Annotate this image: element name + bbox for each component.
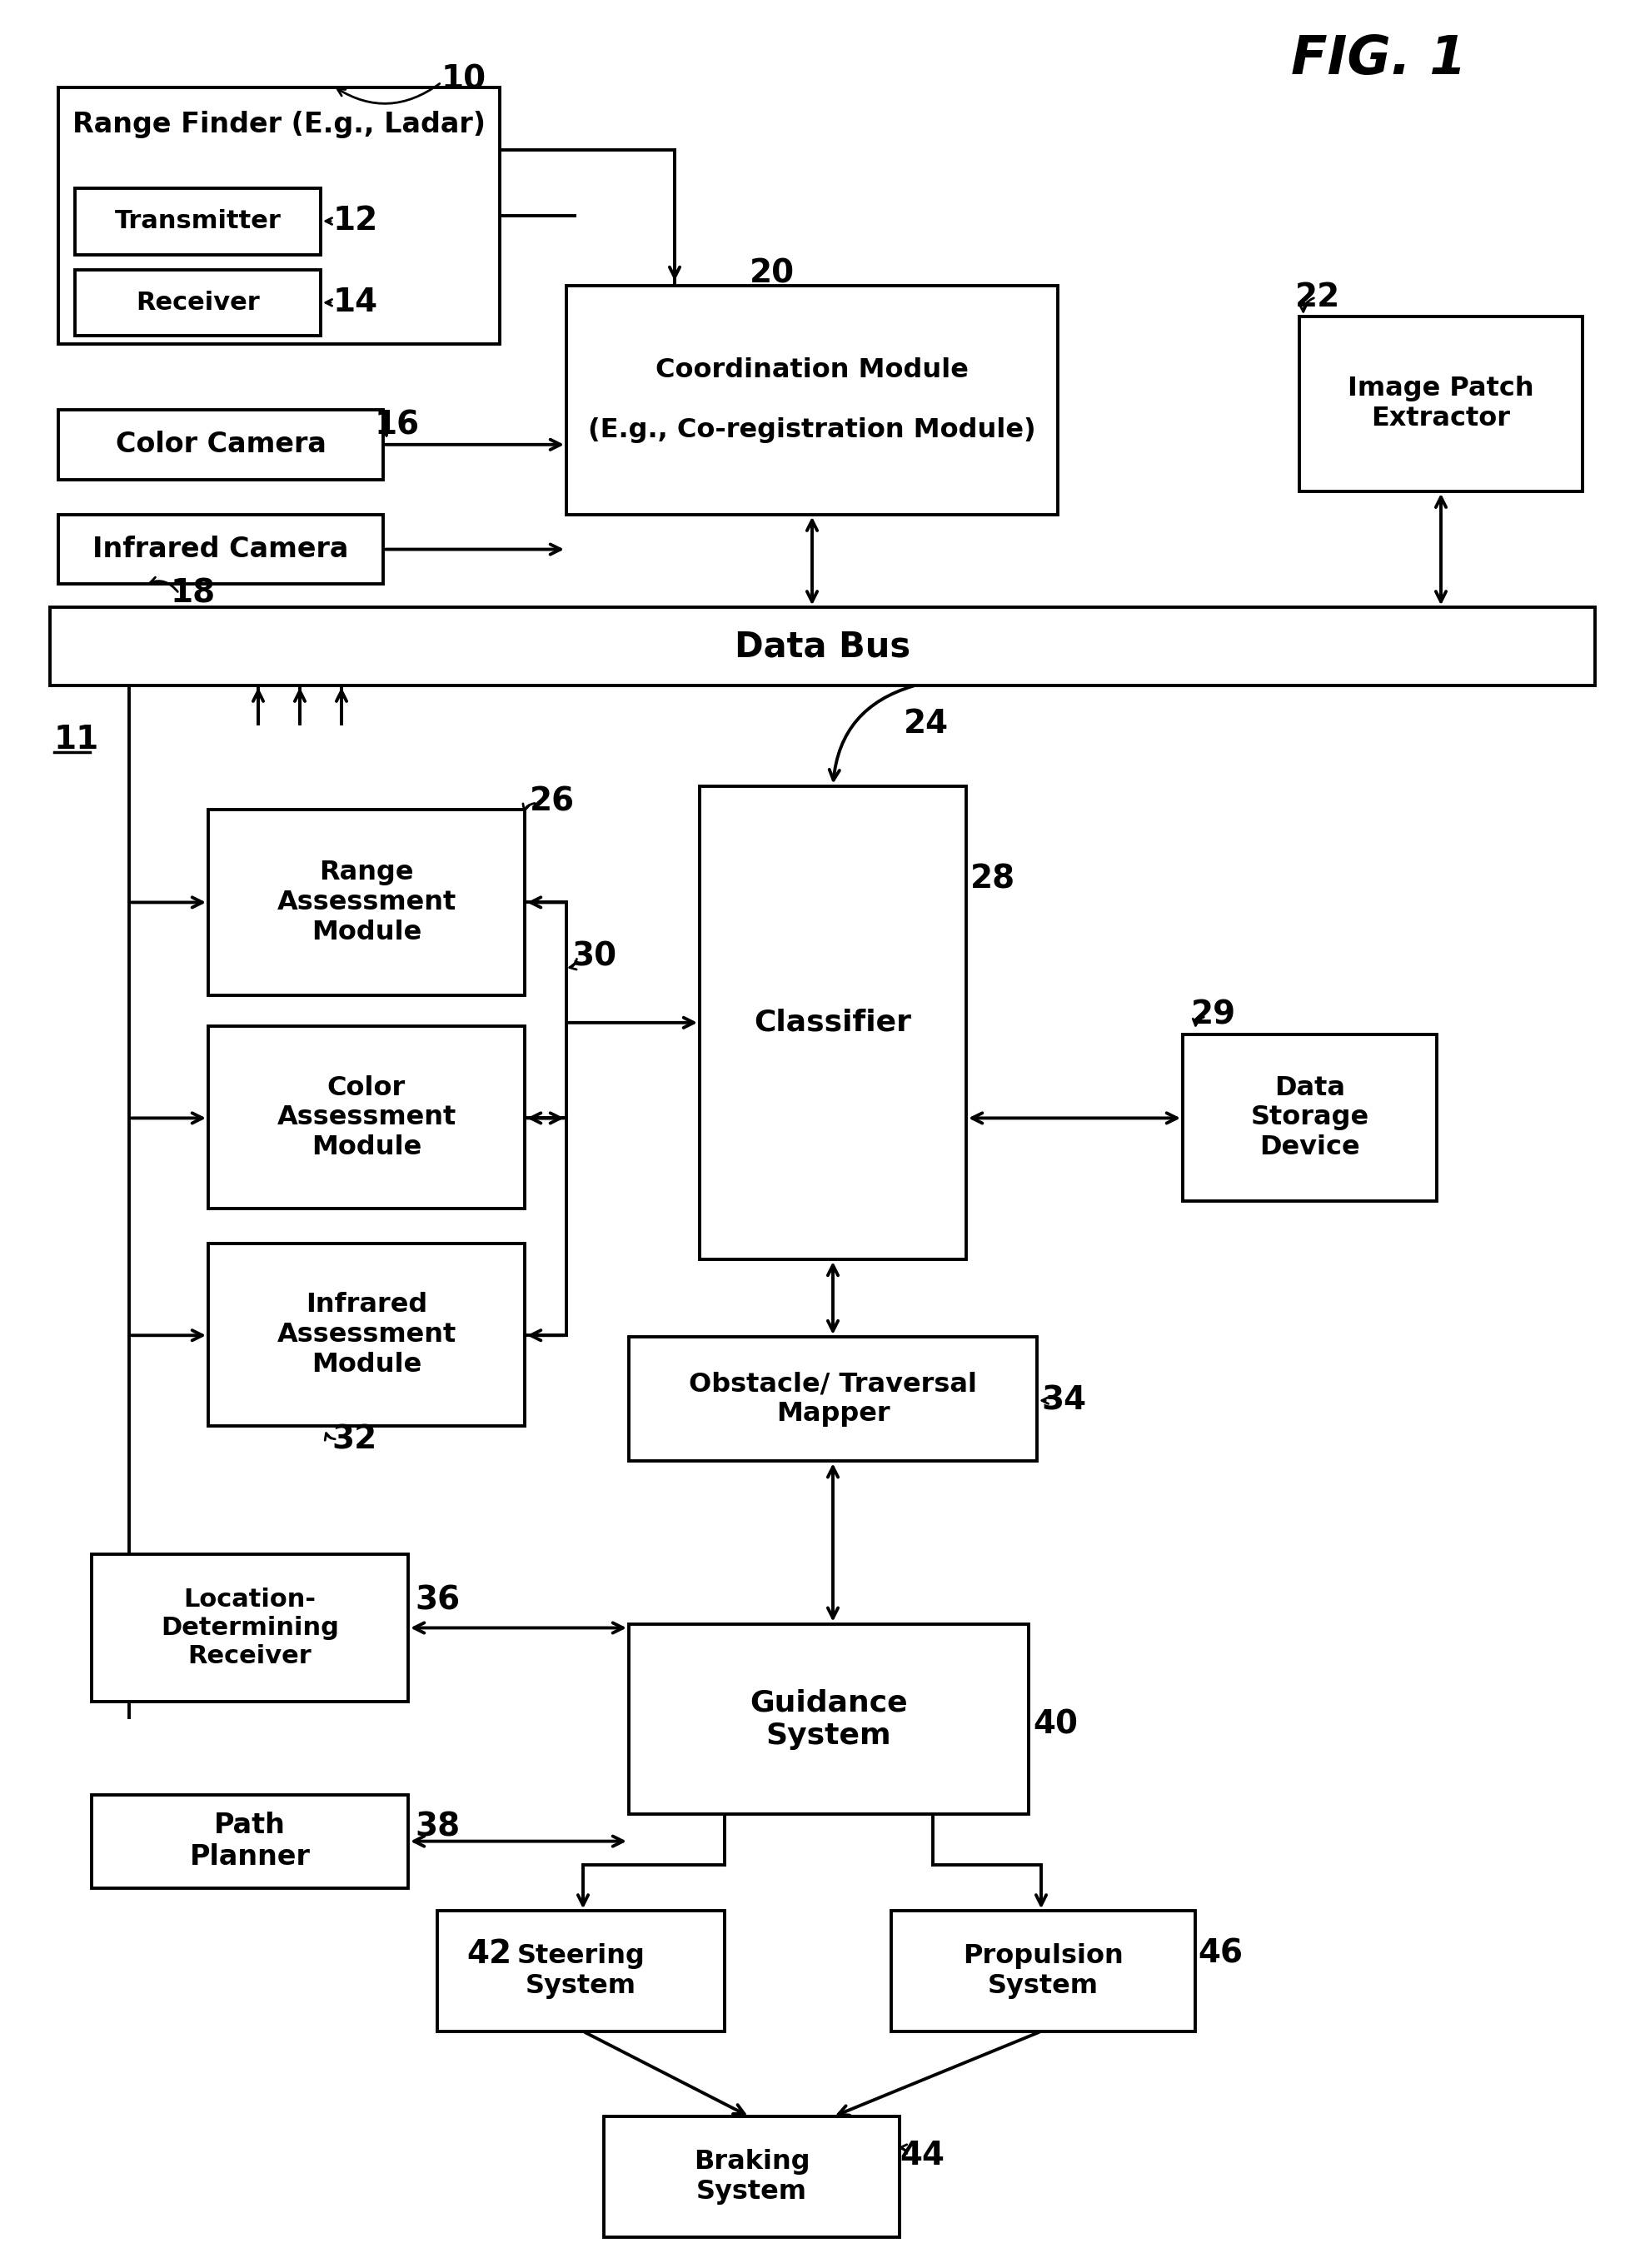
FancyBboxPatch shape — [208, 1027, 525, 1209]
Text: 10: 10 — [441, 64, 487, 95]
Text: Classifier: Classifier — [754, 1009, 912, 1036]
Text: 44: 44 — [899, 2139, 945, 2170]
FancyBboxPatch shape — [1300, 318, 1583, 492]
FancyBboxPatch shape — [59, 88, 500, 345]
Text: 46: 46 — [1198, 1937, 1243, 1969]
FancyBboxPatch shape — [208, 1243, 525, 1427]
Text: Color
Assessment
Module: Color Assessment Module — [276, 1075, 456, 1161]
Text: Color Camera: Color Camera — [116, 431, 325, 458]
Text: Propulsion
System: Propulsion System — [963, 1944, 1123, 1998]
FancyBboxPatch shape — [1182, 1034, 1437, 1202]
FancyBboxPatch shape — [59, 515, 383, 585]
FancyBboxPatch shape — [75, 270, 320, 336]
Text: Range
Assessment
Module: Range Assessment Module — [276, 860, 456, 946]
Text: Steering
System: Steering System — [517, 1944, 646, 1998]
Text: 28: 28 — [970, 864, 1015, 896]
Text: 30: 30 — [571, 941, 616, 973]
Text: 29: 29 — [1190, 1000, 1236, 1030]
Text: 26: 26 — [530, 785, 576, 816]
FancyBboxPatch shape — [51, 608, 1596, 685]
Text: Braking
System: Braking System — [693, 2150, 809, 2204]
Text: 24: 24 — [904, 708, 948, 739]
FancyBboxPatch shape — [629, 1336, 1037, 1461]
Text: 40: 40 — [1033, 1710, 1077, 1740]
FancyBboxPatch shape — [603, 2116, 899, 2236]
Text: 20: 20 — [749, 259, 795, 290]
Text: Infrared Camera: Infrared Camera — [93, 535, 348, 562]
FancyBboxPatch shape — [891, 1912, 1195, 2032]
FancyBboxPatch shape — [75, 188, 320, 254]
Text: Obstacle/ Traversal
Mapper: Obstacle/ Traversal Mapper — [688, 1372, 978, 1427]
Text: Image Patch
Extractor: Image Patch Extractor — [1347, 376, 1534, 431]
Text: Infrared
Assessment
Module: Infrared Assessment Module — [276, 1293, 456, 1377]
Text: FIG. 1: FIG. 1 — [1292, 34, 1467, 84]
FancyBboxPatch shape — [700, 787, 966, 1259]
Text: 11: 11 — [54, 723, 100, 755]
Text: 16: 16 — [374, 411, 420, 440]
Text: Data Bus: Data Bus — [734, 628, 911, 665]
FancyBboxPatch shape — [92, 1554, 409, 1701]
Text: 18: 18 — [170, 578, 216, 610]
Text: Path
Planner: Path Planner — [190, 1812, 311, 1871]
Text: Location-
Determining
Receiver: Location- Determining Receiver — [160, 1588, 338, 1667]
FancyBboxPatch shape — [92, 1794, 409, 1887]
FancyBboxPatch shape — [437, 1912, 724, 2032]
Text: 42: 42 — [466, 1937, 512, 1969]
Text: 14: 14 — [334, 286, 378, 318]
Text: 38: 38 — [415, 1812, 459, 1844]
Text: Range Finder (E.g., Ladar): Range Finder (E.g., Ladar) — [72, 111, 486, 138]
FancyBboxPatch shape — [629, 1624, 1028, 1814]
Text: 22: 22 — [1295, 281, 1341, 313]
FancyBboxPatch shape — [59, 411, 383, 479]
FancyBboxPatch shape — [208, 810, 525, 996]
Text: Receiver: Receiver — [136, 290, 260, 315]
Text: Transmitter: Transmitter — [114, 209, 281, 234]
Text: Guidance
System: Guidance System — [750, 1687, 907, 1749]
Text: 36: 36 — [415, 1585, 459, 1617]
Text: Coordination Module

(E.g., Co-registration Module): Coordination Module (E.g., Co-registrati… — [589, 358, 1037, 442]
Text: 34: 34 — [1041, 1386, 1086, 1415]
FancyBboxPatch shape — [566, 286, 1058, 515]
Text: Data
Storage
Device: Data Storage Device — [1251, 1075, 1368, 1161]
Text: 32: 32 — [332, 1424, 376, 1456]
Text: 12: 12 — [334, 206, 378, 236]
